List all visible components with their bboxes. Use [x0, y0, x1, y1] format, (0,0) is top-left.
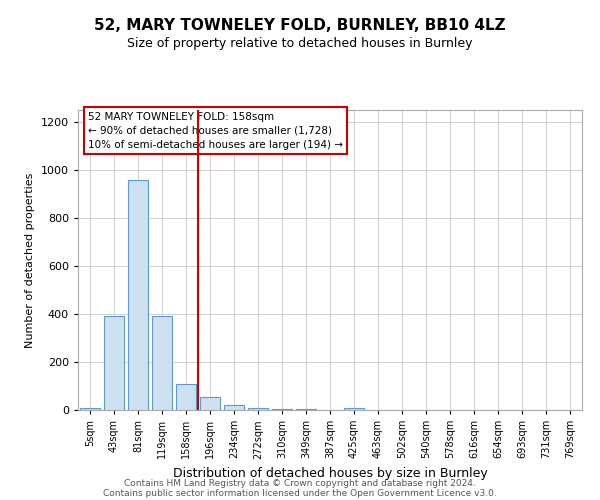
- Text: Contains public sector information licensed under the Open Government Licence v3: Contains public sector information licen…: [103, 488, 497, 498]
- Bar: [176, 384, 196, 410]
- Text: Contains HM Land Registry data © Crown copyright and database right 2024.: Contains HM Land Registry data © Crown c…: [124, 478, 476, 488]
- Text: Size of property relative to detached houses in Burnley: Size of property relative to detached ho…: [127, 38, 473, 51]
- Bar: [104, 316, 124, 410]
- Bar: [272, 409, 292, 410]
- X-axis label: Distribution of detached houses by size in Burnley: Distribution of detached houses by size …: [173, 467, 487, 480]
- Bar: [152, 316, 172, 410]
- Bar: [344, 408, 364, 410]
- Y-axis label: Number of detached properties: Number of detached properties: [25, 172, 35, 348]
- Text: 52 MARY TOWNELEY FOLD: 158sqm
← 90% of detached houses are smaller (1,728)
10% o: 52 MARY TOWNELEY FOLD: 158sqm ← 90% of d…: [88, 112, 343, 150]
- Text: 52, MARY TOWNELEY FOLD, BURNLEY, BB10 4LZ: 52, MARY TOWNELEY FOLD, BURNLEY, BB10 4L…: [94, 18, 506, 32]
- Bar: [224, 405, 244, 410]
- Bar: [200, 397, 220, 410]
- Bar: [296, 409, 316, 410]
- Bar: [248, 408, 268, 410]
- Bar: [80, 408, 100, 410]
- Bar: [128, 180, 148, 410]
